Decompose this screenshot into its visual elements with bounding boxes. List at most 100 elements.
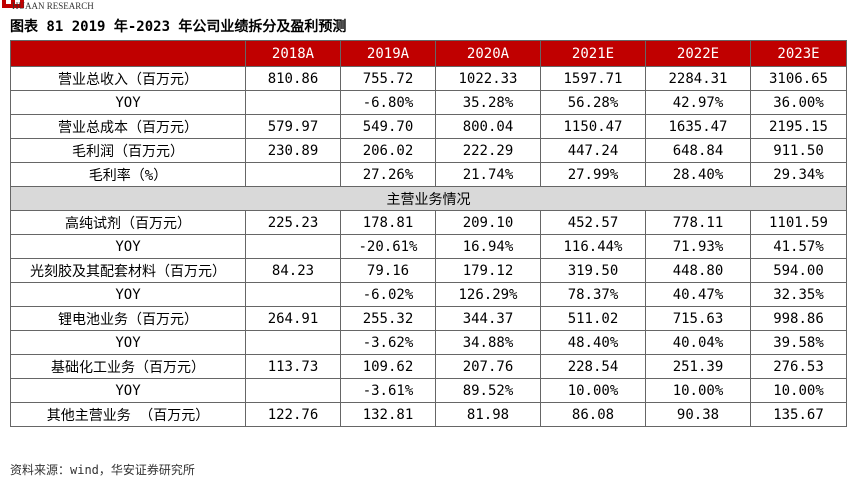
table-row: YOY -6.02% 126.29% 78.37% 40.47% 32.35% [10,282,847,307]
row-label: 光刻胶及其配套材料（百万元） [10,258,246,283]
header-cell: 2020A [435,40,541,67]
table-cell: -3.62% [340,330,436,355]
table-cell: 251.39 [645,354,751,379]
table-cell: 209.10 [435,210,541,235]
table-cell: 230.89 [245,138,341,163]
table-cell: -6.80% [340,90,436,115]
table-cell: 810.86 [245,66,341,91]
table-cell: 228.54 [540,354,646,379]
header-cell: 2018A [245,40,341,67]
table-cell: 511.02 [540,306,646,331]
table-cell: 1597.71 [540,66,646,91]
table-cell: 10.00% [645,378,751,403]
table-cell: 715.63 [645,306,751,331]
table-cell: 109.62 [340,354,436,379]
header-cell [10,40,246,67]
table-cell: 10.00% [540,378,646,403]
table-cell: 90.38 [645,402,751,427]
table-row: YOY -6.80% 35.28% 56.28% 42.97% 36.00% [10,90,847,115]
header-cell: 2019A [340,40,436,67]
table-cell: 276.53 [750,354,847,379]
source: 资料来源：wind，华安证券研究所 [10,463,195,477]
table-cell: 452.57 [540,210,646,235]
table-cell: 207.76 [435,354,541,379]
empty-cell [245,90,341,115]
empty-cell [245,234,341,259]
table-cell: 178.81 [340,210,436,235]
table-cell: 56.28% [540,90,646,115]
row-label: 毛利率（%） [10,162,246,187]
table-cell: 179.12 [435,258,541,283]
table-row: YOY -3.61% 89.52% 10.00% 10.00% 10.00% [10,378,847,403]
table-cell: 778.11 [645,210,751,235]
table-row: 主营业务情况 [10,186,847,211]
table-cell: 48.40% [540,330,646,355]
table-cell: 81.98 [435,402,541,427]
table-row: 高纯试剂（百万元） 225.23 178.81 209.10 452.57 778.11 1… [10,210,847,235]
table-row: 毛利润（百万元） 230.89 206.02 222.29 447.24 648.84 91… [10,138,847,163]
table-cell: 126.29% [435,282,541,307]
table-row: 光刻胶及其配套材料（百万元） 84.23 79.16 179.12 319.50 448.… [10,258,847,283]
table-cell: 41.57% [750,234,847,259]
row-label: 毛利润（百万元） [10,138,246,163]
table-cell: 28.40% [645,162,751,187]
empty-cell [245,330,341,355]
table-cell: 39.58% [750,330,847,355]
table-row: 营业总成本（百万元） 579.97 549.70 800.04 1150.47 1635.… [10,114,847,139]
table-cell: 40.47% [645,282,751,307]
table-cell: 255.32 [340,306,436,331]
table: 2018A 2019A 2020A 2021E 2022E 2023E 营业总收入（百万元… [10,40,847,427]
header-row: 2018A 2019A 2020A 2021E 2022E 2023E [10,40,847,67]
table-cell: 549.70 [340,114,436,139]
row-label: YOY [10,330,246,355]
row-label: 锂电池业务（百万元） [10,306,246,331]
table-cell: 648.84 [645,138,751,163]
table-cell: 225.23 [245,210,341,235]
table-row: 锂电池业务（百万元） 264.91 255.32 344.37 511.02 715.63… [10,306,847,331]
header-cell: 2022E [645,40,751,67]
table-cell: 122.76 [245,402,341,427]
table-row: 毛利率（%） 27.26% 21.74% 27.99% 28.40% 29.34% [10,162,847,187]
table-cell: 3106.65 [750,66,847,91]
table-cell: 594.00 [750,258,847,283]
table-cell: 448.80 [645,258,751,283]
table-cell: -3.61% [340,378,436,403]
table-cell: 222.29 [435,138,541,163]
table-cell: 89.52% [435,378,541,403]
table-cell: 16.94% [435,234,541,259]
table-cell: 27.26% [340,162,436,187]
table-cell: 911.50 [750,138,847,163]
table-cell: 1022.33 [435,66,541,91]
table-cell: 135.67 [750,402,847,427]
table-cell: 1150.47 [540,114,646,139]
row-label: 高纯试剂（百万元） [10,210,246,235]
row-label: 营业总收入（百万元） [10,66,246,91]
section-cell: 主营业务情况 [10,186,847,211]
table-cell: 86.08 [540,402,646,427]
table-cell: 800.04 [435,114,541,139]
header-cell: 2021E [540,40,646,67]
table-cell: 998.86 [750,306,847,331]
table-cell: 116.44% [540,234,646,259]
table-cell: 113.73 [245,354,341,379]
row-label: YOY [10,90,246,115]
table-cell: 34.88% [435,330,541,355]
row-label: YOY [10,378,246,403]
table-cell: 42.97% [645,90,751,115]
table-cell: 32.35% [750,282,847,307]
row-label: 营业总成本（百万元） [10,114,246,139]
logo-text: HUAAN RESEARCH [12,1,94,11]
table-cell: 344.37 [435,306,541,331]
header-cell: 2023E [750,40,847,67]
table-row: YOY -3.62% 34.88% 48.40% 40.04% 39.58% [10,330,847,355]
row-label: YOY [10,282,246,307]
table-cell: 579.97 [245,114,341,139]
table-cell: 1635.47 [645,114,751,139]
table-cell: 10.00% [750,378,847,403]
table-cell: 1101.59 [750,210,847,235]
table-cell: 27.99% [540,162,646,187]
table-cell: 132.81 [340,402,436,427]
table-cell: 447.24 [540,138,646,163]
empty-cell [245,162,341,187]
